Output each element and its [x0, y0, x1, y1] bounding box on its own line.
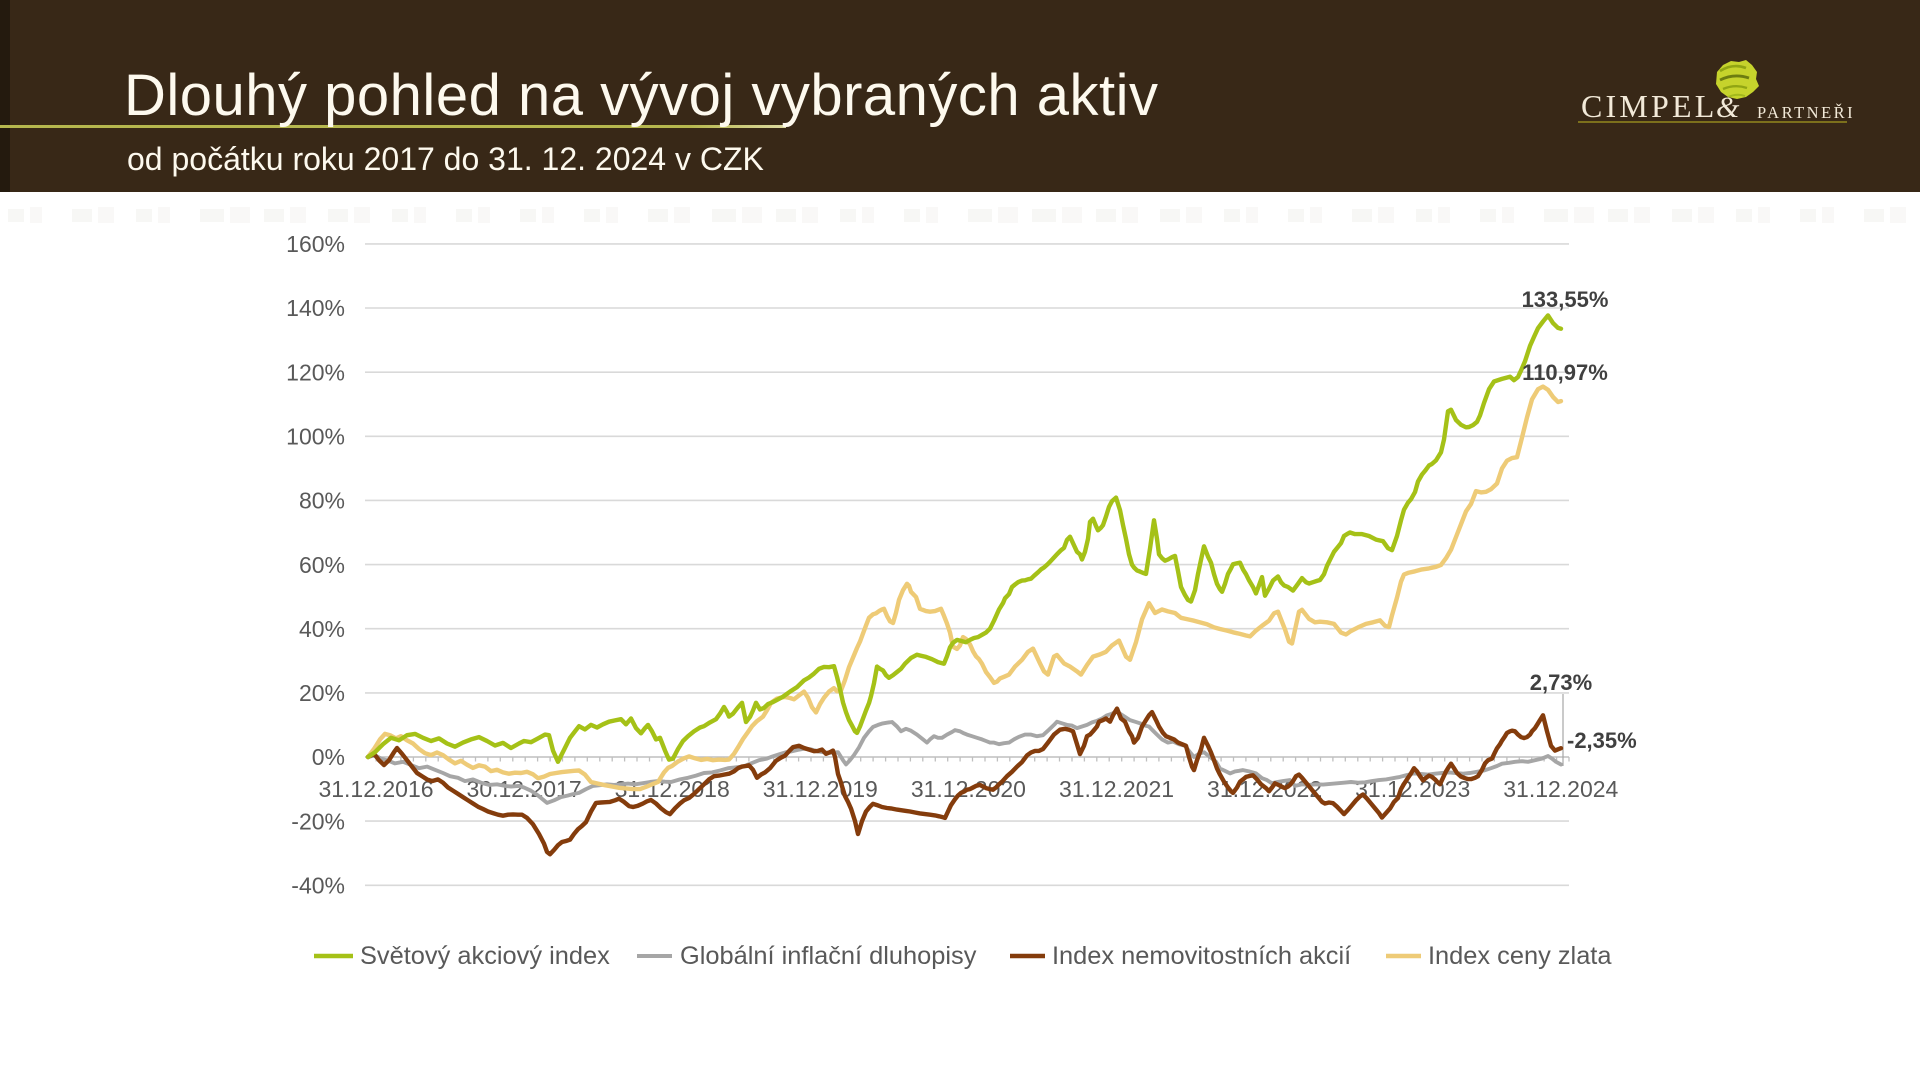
svg-text:Index nemovitostních akcií: Index nemovitostních akcií [1052, 942, 1351, 970]
svg-text:40%: 40% [299, 616, 345, 642]
svg-text:31.12.2021: 31.12.2021 [1059, 776, 1174, 802]
svg-text:140%: 140% [286, 295, 345, 321]
svg-text:31.12.2024: 31.12.2024 [1503, 776, 1618, 802]
svg-text:31.12.2016: 31.12.2016 [318, 776, 433, 802]
svg-text:110,97%: 110,97% [1522, 360, 1608, 385]
svg-text:Index ceny zlata: Index ceny zlata [1428, 942, 1612, 970]
svg-text:80%: 80% [299, 488, 345, 514]
svg-text:0%: 0% [312, 744, 345, 770]
svg-text:60%: 60% [299, 552, 345, 578]
svg-text:-2,35%: -2,35% [1567, 728, 1637, 753]
svg-text:-40%: -40% [291, 873, 345, 899]
svg-text:120%: 120% [286, 359, 345, 385]
svg-text:2,73%: 2,73% [1530, 670, 1592, 695]
svg-text:20%: 20% [299, 680, 345, 706]
svg-text:Světový akciový index: Světový akciový index [360, 942, 610, 970]
svg-text:100%: 100% [286, 424, 345, 450]
svg-text:160%: 160% [286, 231, 345, 257]
svg-text:Globální inflační dluhopisy: Globální inflační dluhopisy [680, 942, 977, 970]
svg-text:133,55%: 133,55% [1522, 287, 1609, 312]
svg-text:-20%: -20% [291, 808, 345, 834]
svg-text:31.12.2019: 31.12.2019 [763, 776, 878, 802]
